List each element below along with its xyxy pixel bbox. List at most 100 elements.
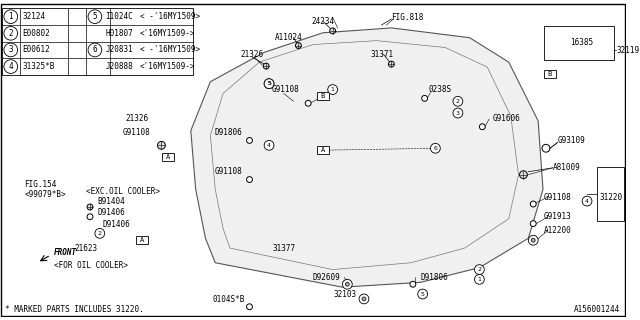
Circle shape	[529, 235, 538, 245]
FancyBboxPatch shape	[317, 146, 329, 154]
Text: D91406: D91406	[98, 208, 125, 217]
Text: A11024: A11024	[275, 33, 303, 42]
Text: 24234: 24234	[311, 17, 335, 26]
Text: B: B	[321, 93, 325, 100]
Text: 32103: 32103	[334, 290, 357, 299]
Text: 31377: 31377	[272, 244, 295, 252]
Text: A: A	[321, 147, 325, 153]
Text: 31371: 31371	[370, 50, 393, 59]
Text: 1: 1	[477, 277, 481, 282]
Text: FIG.154: FIG.154	[24, 180, 57, 189]
Text: E00802: E00802	[22, 29, 51, 38]
Circle shape	[422, 95, 428, 101]
Text: 1: 1	[8, 12, 13, 21]
Bar	[544, 26, 614, 60]
Text: 32124: 32124	[22, 12, 45, 21]
Text: 4: 4	[585, 199, 589, 204]
Text: 21326: 21326	[125, 115, 148, 124]
Text: FRONT: FRONT	[54, 248, 77, 258]
Text: 3: 3	[456, 110, 460, 116]
Circle shape	[362, 297, 366, 301]
Circle shape	[431, 143, 440, 153]
Text: 31325*B: 31325*B	[22, 62, 55, 71]
Text: A: A	[140, 237, 144, 243]
Circle shape	[531, 221, 536, 227]
Circle shape	[453, 96, 463, 106]
Text: D91806: D91806	[215, 128, 243, 137]
Text: A12200: A12200	[544, 226, 572, 235]
Circle shape	[418, 289, 428, 299]
Bar	[2, 8, 193, 75]
Text: D91406: D91406	[103, 220, 131, 229]
Circle shape	[4, 60, 18, 73]
Circle shape	[88, 10, 102, 23]
Text: 32119: 32119	[616, 46, 639, 55]
Circle shape	[542, 144, 550, 152]
Text: G93109: G93109	[557, 136, 586, 145]
Circle shape	[330, 28, 335, 34]
Circle shape	[264, 79, 274, 89]
Text: <FOR OIL COOLER>: <FOR OIL COOLER>	[54, 261, 128, 270]
Circle shape	[246, 304, 252, 310]
Circle shape	[328, 85, 337, 94]
Circle shape	[582, 196, 592, 206]
Text: 5: 5	[420, 292, 424, 297]
Text: 3: 3	[8, 45, 13, 54]
Text: J20831: J20831	[106, 45, 133, 54]
Text: 5: 5	[93, 12, 97, 21]
Circle shape	[346, 282, 349, 286]
Text: FIG.818: FIG.818	[391, 13, 424, 22]
FancyBboxPatch shape	[163, 153, 174, 161]
Text: 5: 5	[267, 81, 271, 86]
Circle shape	[246, 177, 252, 182]
Polygon shape	[191, 28, 543, 287]
Text: 2: 2	[456, 99, 460, 104]
Text: 2: 2	[98, 231, 102, 236]
Circle shape	[4, 10, 18, 23]
Text: 5: 5	[267, 81, 271, 86]
Circle shape	[359, 294, 369, 304]
Circle shape	[264, 79, 274, 89]
Circle shape	[342, 279, 352, 289]
Circle shape	[157, 141, 165, 149]
Text: 2: 2	[477, 267, 481, 272]
Text: G91108: G91108	[544, 193, 572, 202]
Text: H01807: H01807	[106, 29, 133, 38]
Text: <'16MY1509->: <'16MY1509->	[140, 62, 195, 71]
Circle shape	[4, 27, 18, 40]
Circle shape	[531, 201, 536, 207]
Circle shape	[453, 108, 463, 118]
Text: 1: 1	[331, 87, 335, 92]
FancyBboxPatch shape	[317, 92, 329, 100]
Circle shape	[88, 43, 102, 57]
Text: 21326: 21326	[241, 50, 264, 59]
FancyBboxPatch shape	[544, 70, 556, 78]
Circle shape	[263, 63, 269, 69]
Circle shape	[4, 43, 18, 57]
Text: < -'16MY1509>: < -'16MY1509>	[140, 45, 200, 54]
Circle shape	[479, 124, 485, 130]
Text: G91108: G91108	[123, 128, 151, 137]
Text: 0238S: 0238S	[429, 85, 452, 94]
Circle shape	[95, 228, 105, 238]
Text: 6: 6	[93, 45, 97, 54]
Circle shape	[87, 204, 93, 210]
Text: B: B	[548, 71, 552, 77]
Text: I1024C: I1024C	[106, 12, 133, 21]
Circle shape	[410, 281, 416, 287]
Bar	[597, 167, 624, 221]
Circle shape	[305, 100, 311, 106]
Text: A: A	[166, 154, 170, 160]
Text: 4: 4	[267, 143, 271, 148]
Text: * MARKED PARTS INCLUDES 31220.: * MARKED PARTS INCLUDES 31220.	[5, 305, 143, 314]
Text: <99079*B>: <99079*B>	[24, 190, 66, 199]
Text: 2: 2	[8, 29, 13, 38]
Text: G91108: G91108	[215, 167, 243, 176]
Text: D92609: D92609	[313, 273, 340, 282]
Text: E00612: E00612	[22, 45, 51, 54]
Text: <EXC.OIL COOLER>: <EXC.OIL COOLER>	[86, 187, 160, 196]
Circle shape	[520, 171, 527, 179]
Text: <'16MY1509->: <'16MY1509->	[140, 29, 195, 38]
Text: 16385: 16385	[571, 38, 594, 47]
Circle shape	[388, 61, 394, 67]
